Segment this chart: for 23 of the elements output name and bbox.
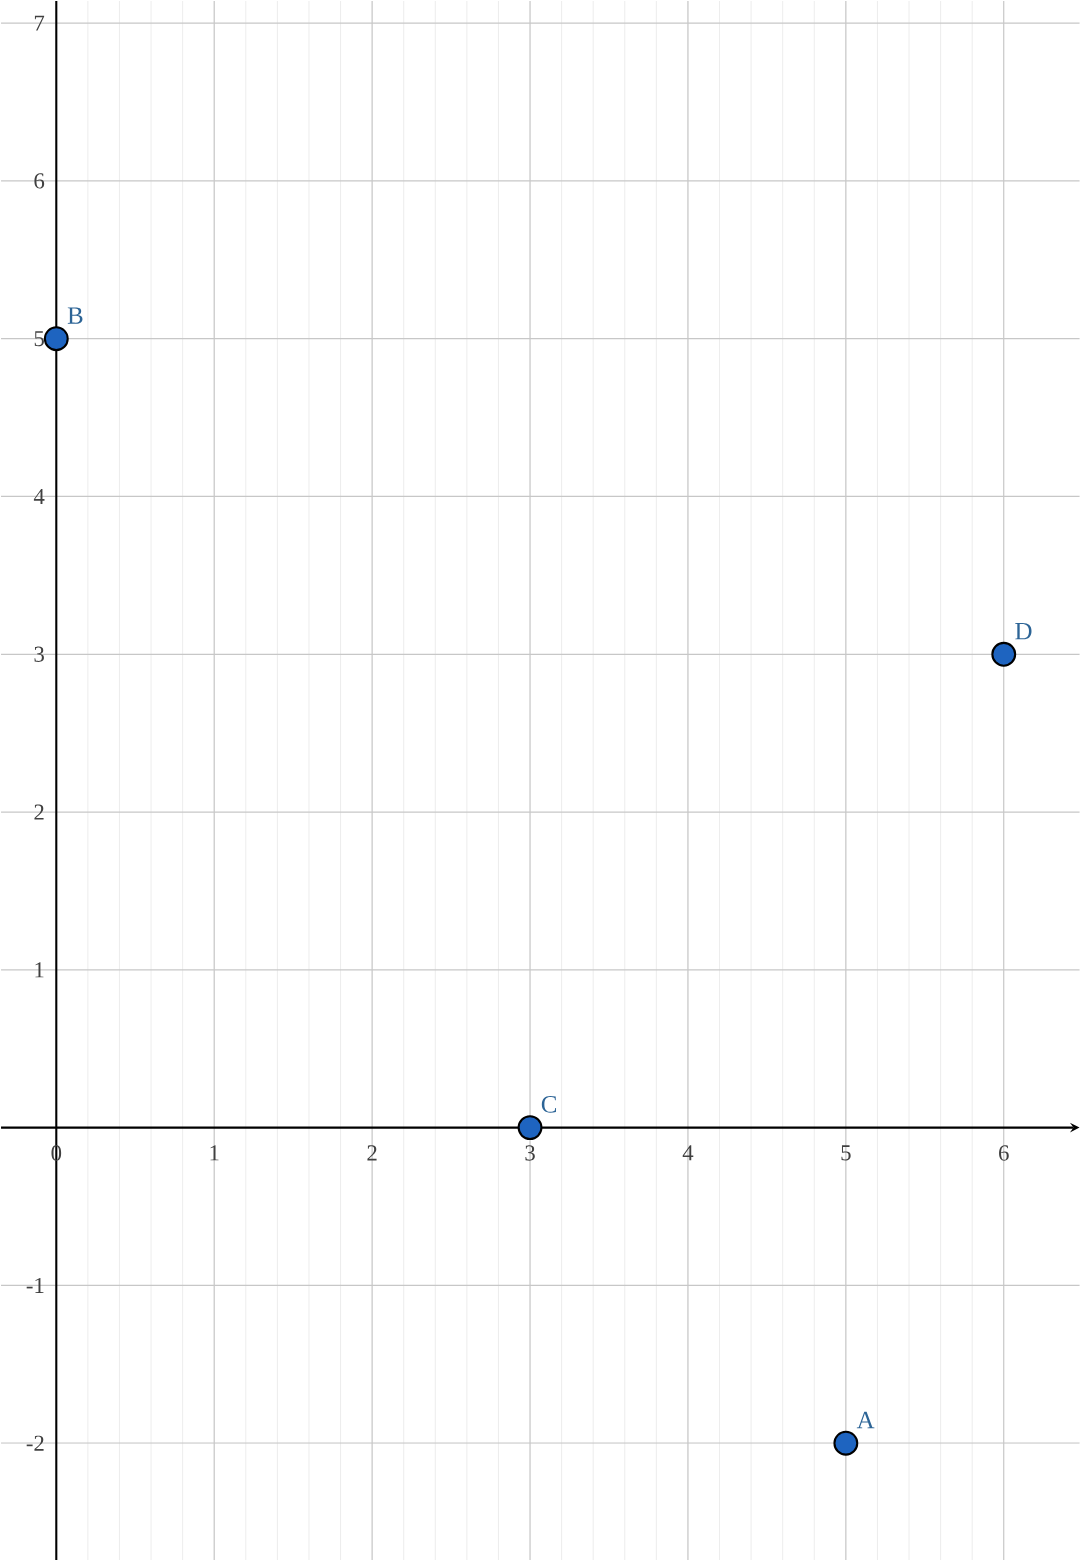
y-tick-label: 4: [34, 489, 45, 504]
x-tick-label: 5: [841, 1145, 851, 1161]
point: [833, 1430, 859, 1456]
annotation: A: [857, 1411, 875, 1429]
point: [517, 1115, 543, 1141]
x-tick-label: 1: [210, 1145, 219, 1161]
x-tick-label: 3: [525, 1145, 536, 1161]
annotation: B: [68, 307, 83, 324]
y-tick-label: 1: [35, 962, 44, 978]
y-tick-label: 3: [34, 646, 45, 662]
annotation: C: [542, 1095, 557, 1113]
y-tick-label: 2: [34, 804, 44, 820]
y-tick-label: 7: [35, 15, 45, 31]
y-tick-label: -1: [26, 1277, 44, 1293]
y-tick-label: 5: [34, 331, 45, 347]
x-tick-label: 2: [367, 1145, 377, 1161]
point: [991, 641, 1017, 667]
x-tick-label: 4: [682, 1145, 694, 1161]
y-tick-label: -2: [26, 1435, 44, 1451]
point: [44, 326, 69, 352]
y-tick-label: 6: [34, 173, 45, 189]
annotation: D: [1015, 623, 1032, 640]
x-tick-label: 6: [999, 1145, 1009, 1161]
